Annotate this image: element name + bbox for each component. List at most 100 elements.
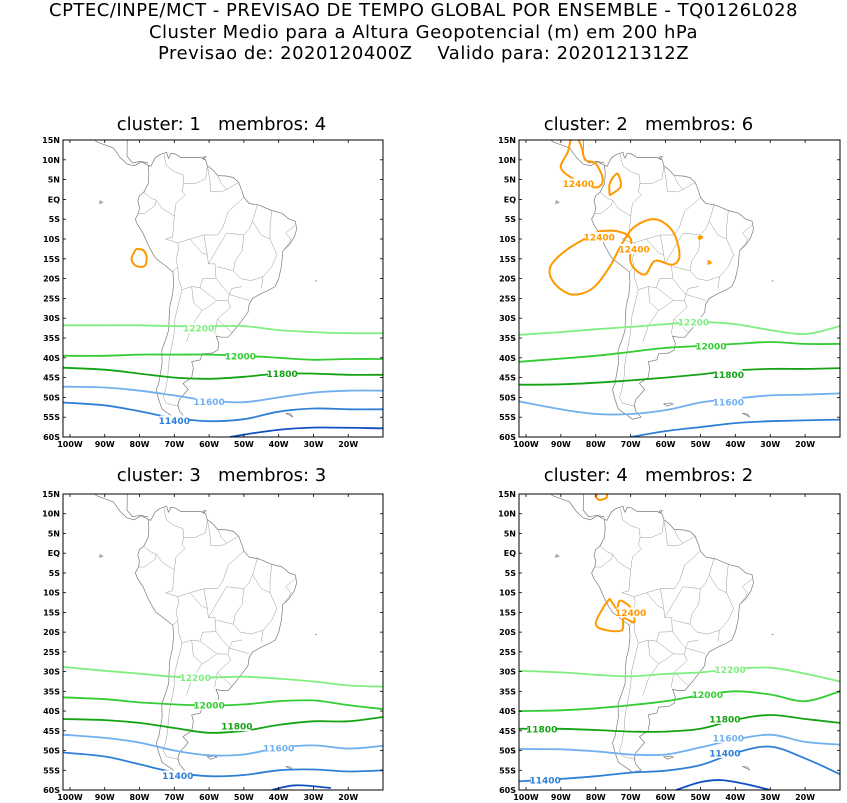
lat-tick-label: 55S	[499, 766, 516, 775]
lon-tick-label: 60W	[656, 440, 676, 449]
country-border	[183, 519, 208, 538]
contour-label-bg	[693, 689, 722, 700]
coastline-caribbean	[582, 494, 605, 518]
contour-label: 11400	[162, 772, 193, 782]
lat-tick-label: 35S	[499, 687, 516, 696]
contour-label-bg	[195, 699, 224, 710]
lat-tick-label: 55S	[499, 413, 516, 422]
island	[742, 412, 751, 418]
plot-frame	[518, 493, 841, 791]
island	[99, 553, 104, 558]
island	[202, 156, 207, 161]
island	[658, 156, 664, 161]
coastline-caribbean	[126, 494, 149, 518]
contour-label-bg	[195, 396, 224, 407]
lat-tick-label: 45S	[43, 727, 60, 736]
contour-label: 12400	[584, 234, 615, 244]
country-border	[619, 289, 639, 407]
contour-12200	[519, 666, 840, 683]
contour-11200	[675, 779, 771, 790]
lon-tick-label: 80W	[130, 793, 150, 802]
country-border	[178, 632, 201, 644]
contour-label-bg	[710, 747, 739, 758]
country-border	[162, 289, 183, 407]
contour-label: 12200	[714, 666, 745, 676]
contour-label-bg	[620, 243, 649, 254]
contour-label: 11800	[709, 715, 740, 725]
state-border	[191, 639, 203, 664]
contour-label: 11600	[193, 398, 224, 408]
contour-label: 12400	[618, 245, 649, 255]
contour-label-bg	[268, 368, 297, 379]
lat-tick-label: 15S	[499, 255, 516, 264]
lon-tick-label: 60W	[656, 793, 676, 802]
country-border	[217, 654, 233, 687]
lat-tick-label: 20S	[499, 275, 516, 284]
coastline-central-america	[550, 494, 605, 521]
state-border	[261, 276, 264, 289]
state-border	[203, 588, 208, 609]
lon-tick-label: 70W	[164, 793, 184, 802]
state-border	[228, 286, 250, 301]
state-border	[664, 586, 701, 618]
lon-tick-label: 50W	[234, 793, 254, 802]
lat-tick-label: EQ	[504, 549, 516, 558]
contour-11800	[519, 714, 840, 733]
contour-label: 11800	[221, 723, 252, 733]
contour-label-bg	[160, 415, 189, 426]
lon-tick-label: 80W	[586, 793, 606, 802]
coastline-caribbean	[582, 140, 605, 164]
contour-11400	[519, 745, 840, 783]
contour-label: 12000	[692, 691, 723, 701]
country-border	[612, 200, 636, 273]
contour-11600	[63, 733, 383, 757]
lat-tick-label: 5S	[505, 569, 517, 578]
lat-tick-label: 15N	[42, 490, 60, 499]
lon-tick-label: 70W	[164, 440, 184, 449]
lat-tick-label: 5S	[505, 215, 517, 224]
contour-12400	[706, 259, 712, 265]
lon-tick-label: 90W	[95, 440, 115, 449]
country-border	[155, 553, 180, 626]
state-border	[739, 578, 753, 605]
state-border	[739, 224, 753, 252]
lon-tick-label: 50W	[690, 793, 710, 802]
country-border	[674, 175, 696, 190]
lon-tick-label: 70W	[621, 793, 641, 802]
state-border	[216, 266, 234, 271]
lat-tick-label: 10N	[498, 510, 516, 519]
plot-frame	[518, 139, 841, 438]
country-border	[183, 165, 208, 184]
contour-label-bg	[226, 350, 255, 361]
lat-tick-label: 15N	[42, 136, 60, 145]
header-subtitle: Cluster Medio para a Altura Geopotencial…	[148, 22, 699, 43]
contour-label-bg	[163, 770, 192, 781]
contour-12400	[559, 140, 604, 189]
contour-label: 12400	[615, 609, 646, 619]
lon-tick-label: 20W	[338, 440, 358, 449]
state-border	[228, 639, 250, 655]
lat-tick-label: 25S	[43, 294, 60, 303]
lat-tick-label: 45S	[43, 374, 60, 383]
country-border	[199, 278, 230, 302]
contour-label-bg	[531, 775, 560, 786]
lat-tick-label: EQ	[504, 195, 516, 204]
country-border	[634, 632, 657, 644]
island	[662, 402, 675, 407]
lon-tick-label: 20W	[795, 793, 815, 802]
contour-label: 12000	[695, 342, 726, 352]
island	[555, 553, 560, 558]
lat-tick-label: 15N	[498, 490, 516, 499]
country-border	[138, 545, 157, 568]
island	[285, 765, 294, 771]
lon-tick-label: 90W	[95, 793, 115, 802]
lon-tick-label: 100W	[513, 793, 539, 802]
contour-label-bg	[696, 340, 725, 351]
contour-11400	[63, 751, 383, 778]
country-border	[155, 200, 180, 273]
country-border	[214, 672, 218, 688]
state-border	[203, 234, 208, 255]
